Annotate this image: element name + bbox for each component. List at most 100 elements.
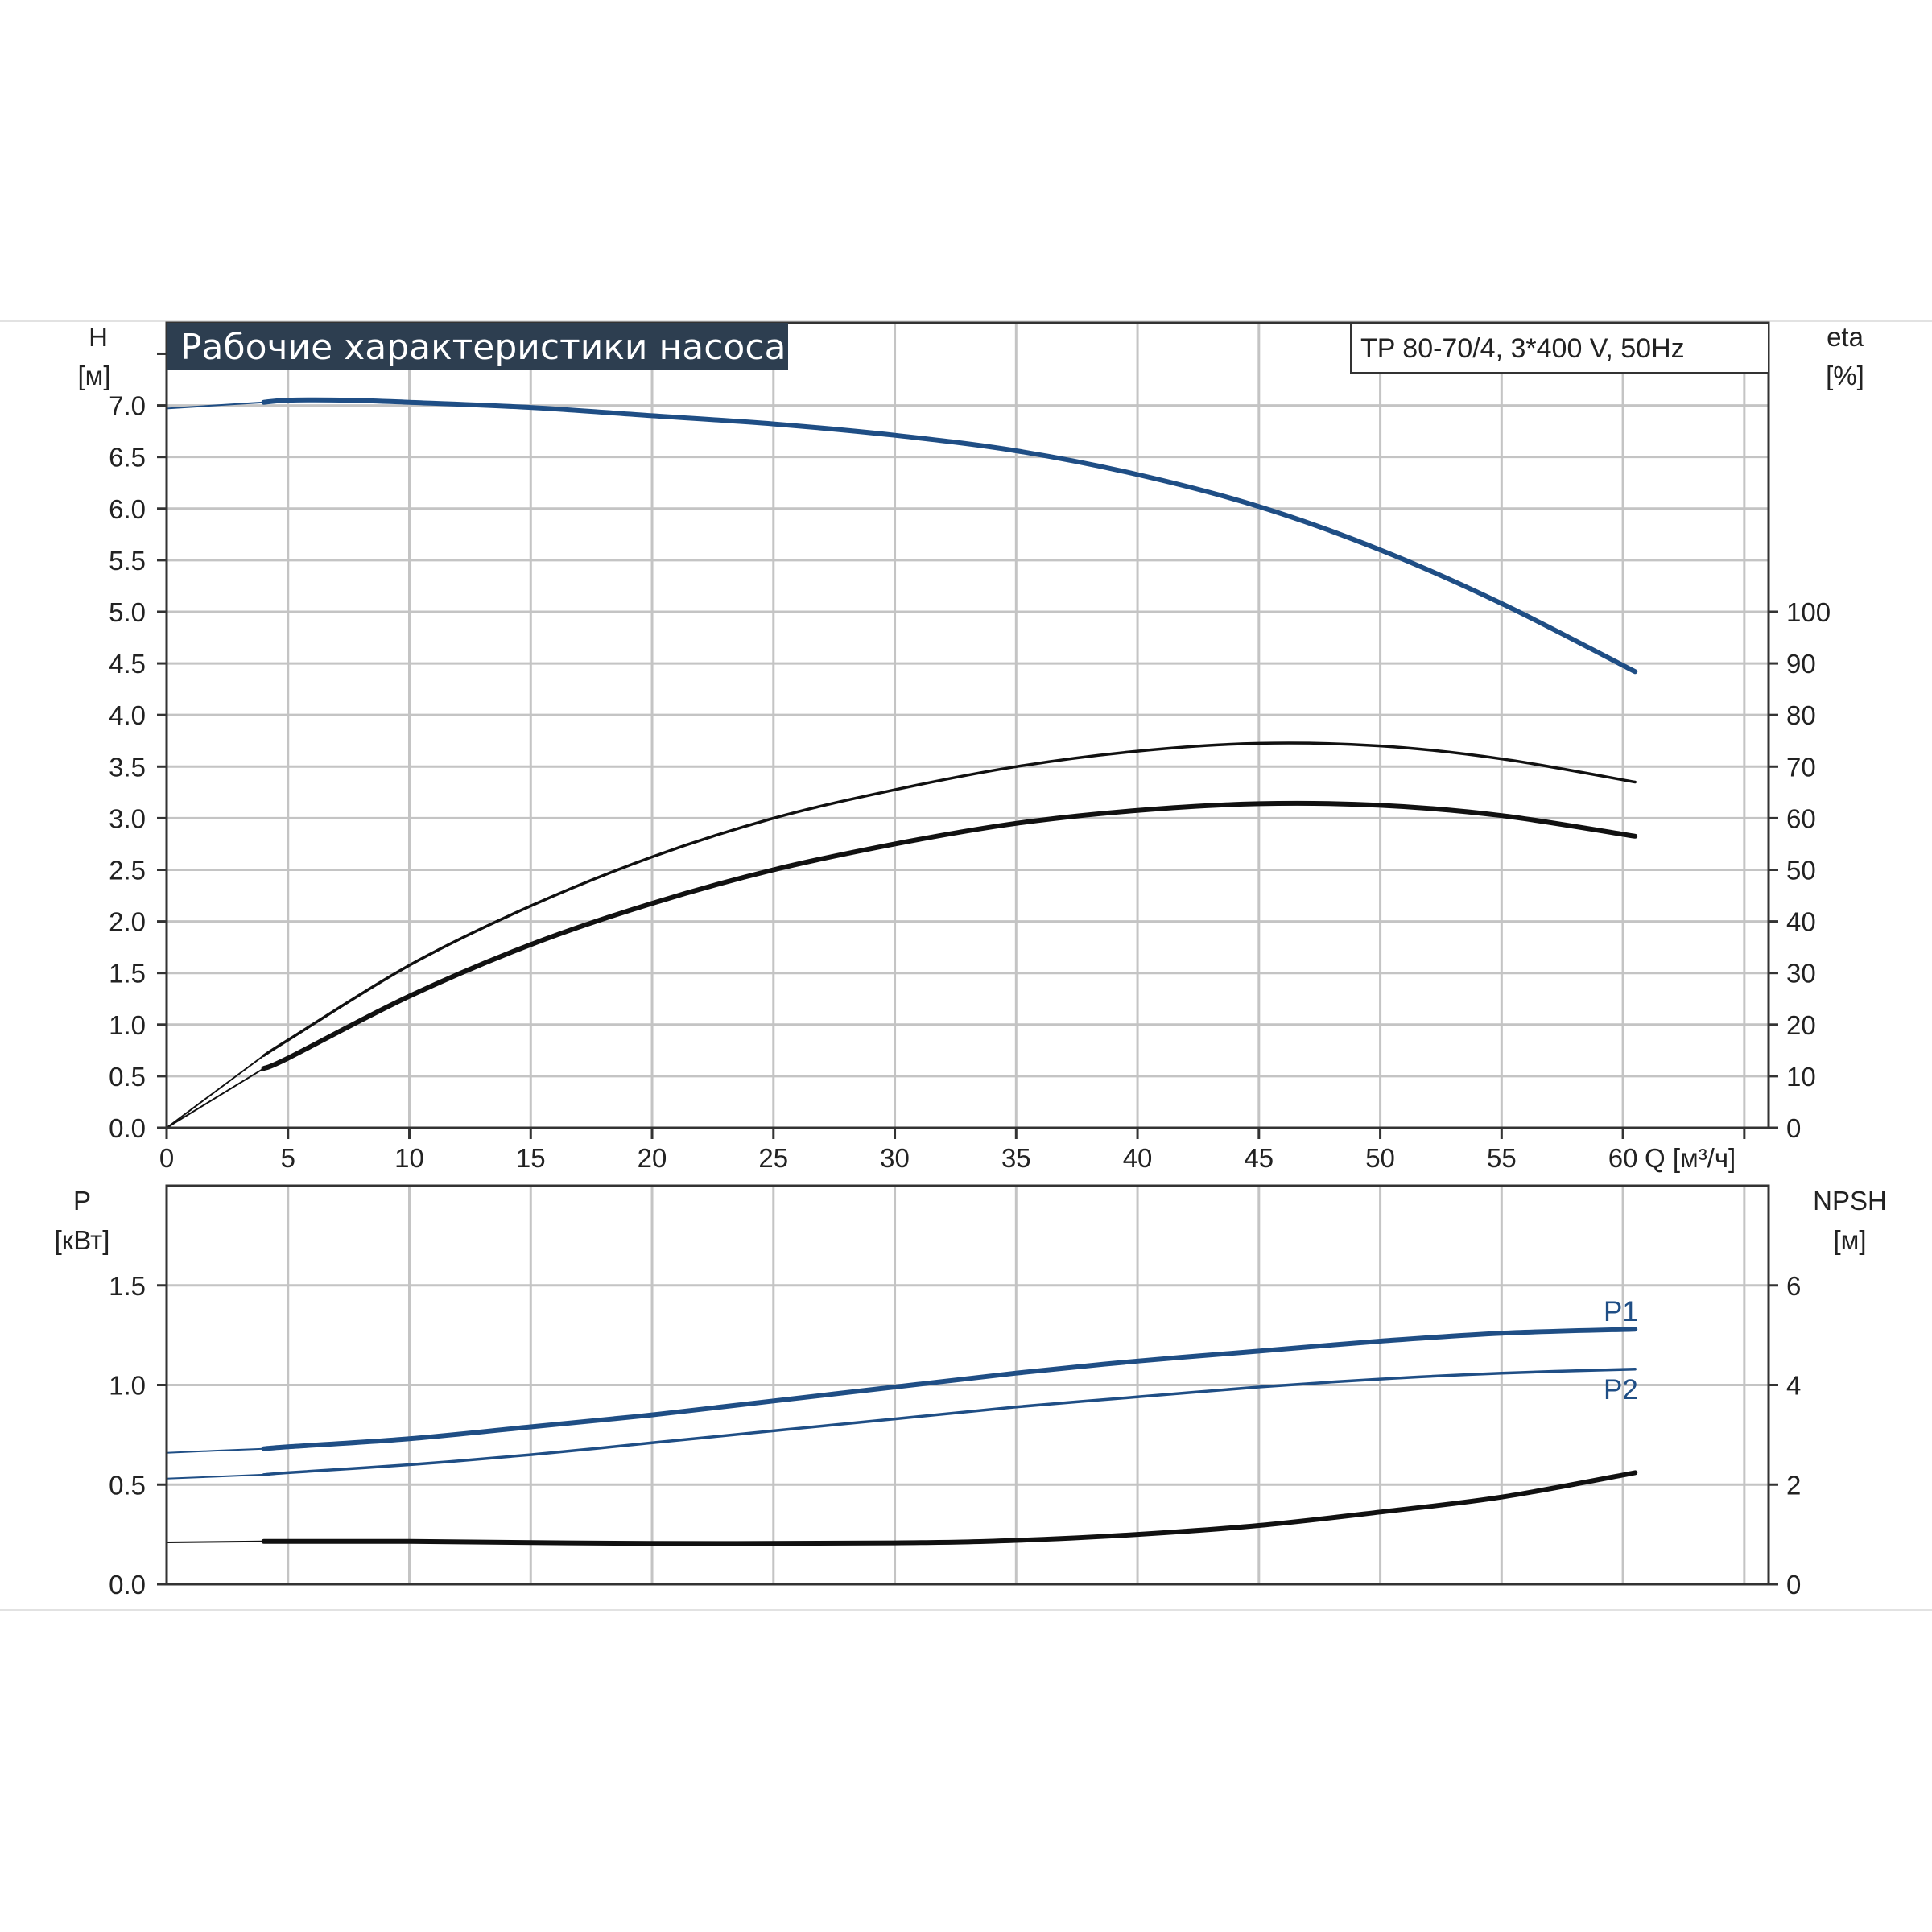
upper-left-tick-label: 2.5: [109, 855, 146, 885]
upper-series-0-point: [773, 423, 774, 424]
upper-series-0-line: [261, 397, 1638, 675]
lower-series-1-point: [1380, 1379, 1381, 1380]
lower-series-1-point: [409, 1464, 410, 1465]
x-tick-label: 55: [1487, 1143, 1517, 1173]
lower-series-1-point: [263, 1474, 264, 1475]
lower-right-tick-label: 0: [1786, 1570, 1801, 1600]
upper-series-2-point: [263, 1068, 264, 1069]
upper-left-tick-label: 5.0: [109, 597, 146, 627]
upper-series-1-point: [1258, 743, 1259, 744]
lower-left-tick-label: 0.0: [109, 1570, 146, 1600]
upper-series-2-point: [409, 996, 410, 997]
upper-right-tick-label: 80: [1786, 700, 1816, 730]
upper-left-tick-label: 4.5: [109, 649, 146, 679]
upper-right-tick-label: 40: [1786, 907, 1816, 937]
lower-series-0-lead-line: [166, 1447, 264, 1454]
upper-series-2-point: [1016, 823, 1017, 824]
lower-series-1-line: [262, 1367, 1637, 1476]
upper-series-2-point: [530, 944, 531, 945]
upper-series-1-point: [1016, 766, 1017, 767]
upper-series-2-point: [1258, 803, 1259, 804]
upper-right-tick-label: 100: [1786, 597, 1831, 627]
x-tick-label: 40: [1123, 1143, 1153, 1173]
lower-series-2-point: [1016, 1540, 1017, 1541]
upper-series-2-point: [652, 903, 653, 904]
upper-series-2-point: [1380, 805, 1381, 806]
upper-right-tick-label: 20: [1786, 1010, 1816, 1040]
upper-series-1-point: [894, 790, 895, 791]
upper-series-0-point: [530, 407, 531, 408]
x-tick-label: 15: [516, 1143, 546, 1173]
upper-series-1-point: [1380, 745, 1381, 746]
x-tick-label: 25: [758, 1143, 788, 1173]
x-tick-label: 45: [1244, 1143, 1274, 1173]
upper-left-tick-label: 5.5: [109, 546, 146, 576]
lower-series-0-point: [1380, 1341, 1381, 1342]
upper-left-tick-label: 0.0: [109, 1113, 146, 1143]
upper-series-2-point: [287, 1058, 288, 1059]
lower-right-tick-label: 4: [1786, 1371, 1801, 1401]
x-tick-label: 10: [394, 1143, 424, 1173]
lower-series-0-point: [1137, 1360, 1138, 1361]
x-tick-label: 30: [880, 1143, 910, 1173]
lower-series-0-point: [773, 1401, 774, 1402]
p-axis-label: P: [73, 1186, 91, 1216]
upper-series-1-line: [262, 741, 1637, 1058]
x-tick-label: 0: [159, 1143, 174, 1173]
upper-series-2-point: [1137, 810, 1138, 811]
lower-series-2-point: [409, 1541, 410, 1542]
title-banner: [167, 323, 788, 370]
upper-series-1-point: [287, 1040, 288, 1041]
lower-series-1-lead-line: [166, 1473, 264, 1480]
lower-series-0-point: [652, 1414, 653, 1415]
p1-series-label: P1: [1604, 1296, 1638, 1327]
lower-series-1-point: [894, 1418, 895, 1419]
upper-plot-frame: [165, 321, 1770, 1129]
upper-left-tick-label: 3.0: [109, 803, 146, 833]
upper-right-tick-label: 10: [1786, 1062, 1816, 1092]
eta-axis-unit: [%]: [1826, 361, 1864, 390]
upper-series: [166, 397, 1638, 1129]
q-axis-label: Q [м³/ч]: [1645, 1143, 1736, 1173]
upper-series-0-point: [1501, 603, 1502, 604]
upper-right-tick-label: 50: [1786, 855, 1816, 885]
upper-series-0-point: [1380, 550, 1381, 551]
p2-series-label: P2: [1604, 1374, 1638, 1406]
lower-series-2-point: [1258, 1525, 1259, 1526]
x-tick-label: 5: [281, 1143, 295, 1173]
x-tick-label: 60: [1608, 1143, 1638, 1173]
upper-right-tick-label: 30: [1786, 959, 1816, 989]
npsh-axis-label: NPSH: [1813, 1186, 1887, 1216]
lower-series-2-point: [1380, 1512, 1381, 1513]
x-tick-label: 35: [1001, 1143, 1031, 1173]
lower-right-tick-label: 6: [1786, 1271, 1801, 1301]
lower-series-1-point: [1635, 1368, 1636, 1369]
upper-right-tick-label: 0: [1786, 1113, 1801, 1143]
lower-axis-ticks: 0.0 0.5 1.0 1.5 0 2 4 6: [109, 1271, 1801, 1600]
lower-series: [166, 1327, 1638, 1546]
lower-series-2-point: [1137, 1534, 1138, 1535]
upper-series-0-point: [1635, 671, 1636, 672]
upper-series-0-point: [894, 435, 895, 436]
upper-series-0-point: [1137, 474, 1138, 475]
upper-right-tick-label: 90: [1786, 649, 1816, 679]
h-axis-label: H: [89, 322, 108, 352]
lower-series-0-point: [1258, 1351, 1259, 1352]
upper-series-0-point: [1258, 506, 1259, 507]
lower-series-0-point: [530, 1426, 531, 1427]
upper-series-1-point: [263, 1055, 264, 1056]
upper-series-2-point: [773, 869, 774, 870]
lower-right-tick-label: 2: [1786, 1470, 1801, 1500]
upper-series-2-point: [1501, 815, 1502, 816]
upper-series-0-point: [1016, 451, 1017, 452]
lower-left-tick-label: 1.5: [109, 1271, 146, 1301]
lower-series-1-point: [287, 1472, 288, 1473]
upper-axis-ticks: 0.0 0.5 1.0 1.5 2.0 2.5 3.0 3.5 4.0 4.5 5.0 5.5 6.0 6…: [109, 352, 1831, 1173]
upper-right-tick-label: 60: [1786, 803, 1816, 833]
upper-series-0-point: [287, 400, 288, 401]
upper-series-1-point: [409, 965, 410, 966]
lower-series-2-point: [263, 1541, 264, 1542]
model-label: TP 80-70/4, 3*400 V, 50Hz: [1360, 333, 1685, 364]
